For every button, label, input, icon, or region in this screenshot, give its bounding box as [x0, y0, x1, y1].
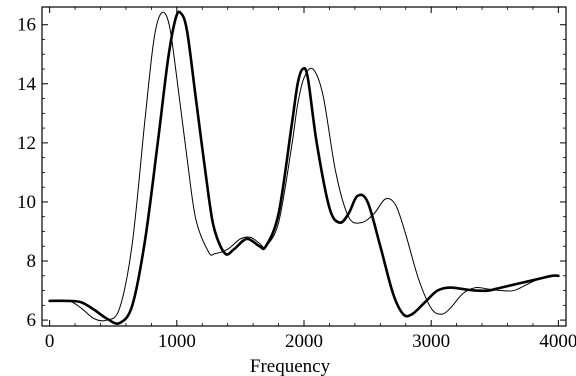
x-axis-label: Frequency [250, 356, 331, 376]
x-tick-label: 4000 [539, 331, 576, 352]
y-tick-label: 10 [17, 192, 36, 213]
series-layer [48, 10, 560, 325]
x-tick-label: 2000 [285, 331, 323, 352]
x-tick-label: 3000 [412, 331, 450, 352]
y-tick-label: 14 [17, 74, 37, 95]
x-tick-label: 0 [45, 331, 55, 352]
x-tick-label: 1000 [158, 331, 196, 352]
ticks-layer: 0 1000 2000 3000 4000 6 8 10 12 14 16 [17, 7, 576, 352]
plot-frame [41, 6, 567, 327]
series-line-thick [48, 10, 560, 325]
y-tick-label: 16 [17, 15, 36, 36]
y-tick-label: 8 [27, 251, 37, 272]
y-tick-label: 6 [27, 310, 37, 331]
y-tick-label: 12 [17, 133, 36, 154]
series-line-thin [49, 11, 559, 322]
